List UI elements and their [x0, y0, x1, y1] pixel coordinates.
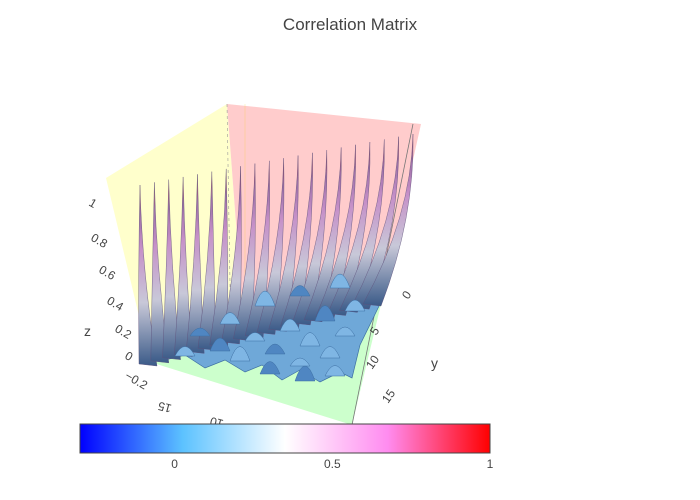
surface-bump — [189, 327, 211, 337]
diagonal-peak — [197, 171, 217, 351]
y-axis-title: y — [431, 355, 438, 371]
y-tick-label: 0 — [399, 288, 414, 302]
surface-bump — [289, 357, 311, 367]
z-tick-label: 1 — [87, 195, 100, 211]
diagonal-peak — [150, 182, 170, 364]
diagonal-peak — [233, 163, 256, 341]
surface-bump — [299, 332, 321, 347]
z-tick-label: 0.6 — [97, 262, 119, 283]
diagonal-peak — [209, 168, 229, 348]
z-tick-label: 0.8 — [89, 230, 111, 251]
surface-bump — [244, 332, 266, 342]
surface-bump — [229, 346, 251, 362]
surface-bump — [259, 361, 281, 375]
diagonal-peak — [256, 158, 285, 335]
z-axis-title: z — [84, 323, 91, 339]
z-tick-label: 0.4 — [105, 293, 127, 314]
chart-title: Correlation Matrix — [283, 15, 418, 34]
colorbar-tick-label: 1 — [487, 457, 494, 471]
surface-bump — [344, 299, 366, 312]
colorbar-ticks: 0 0.5 1 — [171, 457, 493, 471]
z-tick-label: 0.2 — [113, 321, 135, 342]
surface-bump — [329, 273, 351, 289]
surface-bump — [294, 365, 316, 382]
diagonal-peak — [362, 133, 414, 307]
diagonal-peak — [138, 184, 158, 367]
surface-bump — [264, 343, 286, 355]
diagonal-peak — [221, 166, 242, 345]
colorbar: 0 0.5 1 — [79, 423, 494, 471]
diagonal-peak — [174, 176, 193, 357]
diagonal-peak — [185, 174, 205, 354]
surface-bump — [209, 337, 231, 352]
surface-bump — [289, 285, 311, 297]
surface-bump — [324, 365, 346, 377]
diagonal-peak — [162, 179, 181, 360]
surface-bump — [254, 290, 276, 307]
surface-bump — [314, 305, 336, 322]
x-tick-label: 15 — [156, 399, 173, 416]
surface-bump — [219, 312, 241, 325]
surface-bump — [279, 318, 301, 332]
surface-bump — [174, 346, 196, 357]
colorbar-fill — [79, 423, 491, 454]
surface-plot — [138, 133, 414, 383]
surface-bump — [319, 346, 341, 359]
z-tick-label: 0 — [123, 348, 136, 364]
y-tick-label: 15 — [379, 386, 398, 405]
surface-bump — [334, 326, 356, 337]
colorbar-tick-label: 0.5 — [324, 457, 341, 471]
z-tick-label: −0.2 — [123, 368, 151, 392]
colorbar-tick-label: 0 — [171, 457, 178, 471]
